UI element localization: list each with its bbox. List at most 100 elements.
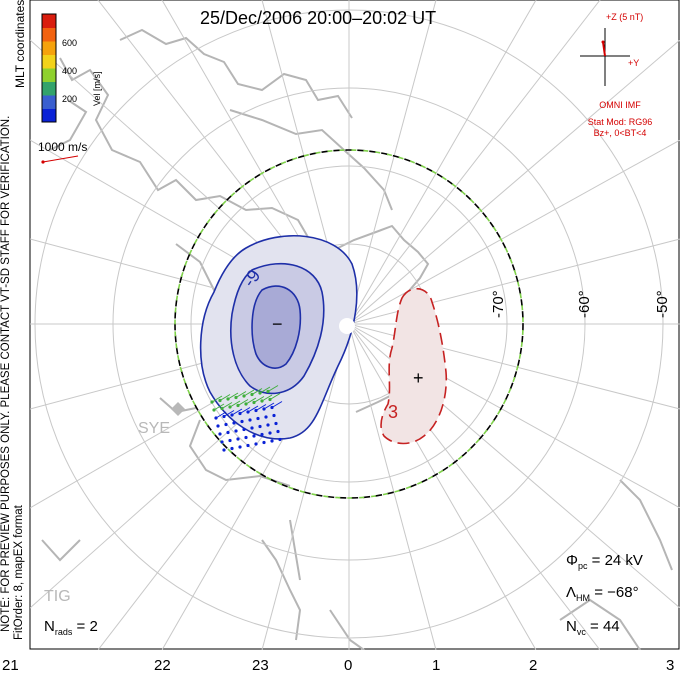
nvc-subscript: vc [576,627,586,637]
vector-count: Nvc = 44 [566,618,620,637]
positive-potential-cell [380,287,448,445]
vector-origin [218,432,222,436]
site-markers [171,402,185,416]
coords-note: MLT coordinates [13,0,27,88]
lat-label-70: -70° [490,290,507,318]
vector-origin [242,427,246,432]
vector-origin [278,437,282,442]
colorbar-swatch [42,95,56,109]
nrads-symbol: N [44,618,55,635]
vector-line [213,403,225,411]
mlt-tick-1: 1 [432,657,441,674]
stat-model-conditions: Bz+, 0<BT<4 [593,128,647,138]
potential-min-marker: − [272,314,283,334]
vector-origin [256,416,260,421]
vector-origin [274,421,278,426]
lat-label-60: -60° [576,290,593,318]
lat-label-50: -50° [654,290,671,318]
vector-line [239,407,251,414]
potential-max-marker: + [413,368,424,388]
vector-origin [246,443,250,448]
vector-origin [228,438,232,443]
imf-z-label: +Z (5 nT) [606,12,644,22]
mlt-tick-21: 21 [2,657,19,674]
reference-vector [41,155,79,164]
coastlines [41,28,673,650]
vector-origin [224,422,228,427]
stat-model: Stat Mod: RG96 [587,117,653,127]
vector-origin [244,435,248,440]
vector-origin [258,424,262,429]
vector-line [219,394,231,401]
vector-origin [262,440,266,445]
lambda-symbol: Λ [566,584,577,601]
nrads-subscript: rads [54,627,73,637]
colorbar-tick-600: 600 [62,38,78,48]
lambda-value: = −68° [594,584,639,601]
vector-origin [250,426,254,430]
velocity-vectors [210,385,283,452]
vector-line [271,401,283,408]
vector-origin [268,431,272,435]
mlt-tick-3: 3 [666,657,675,674]
colorbar-tick-200: 200 [62,94,78,104]
preview-note: NOTE: FOR PREVIEW PURPOSES ONLY. PLEASE … [0,115,12,632]
velocity-colorbar [41,13,57,123]
vector-origin [240,419,244,424]
nvc-symbol: N [566,618,577,635]
vector-line [235,391,247,398]
vector-origin [238,445,242,449]
vector-line [211,395,223,403]
vector-line [227,392,239,400]
colorbar-label: Vel [m/s] [92,71,102,106]
hm-latitude: ΛHM = −68° [566,584,639,603]
vector-line [255,404,267,411]
site-label-sye: SYE [138,420,171,437]
vector-origin [266,423,270,427]
vector-line [259,386,271,394]
colorbar-swatch [42,81,56,96]
imf-clock [580,28,630,86]
vector-line [231,408,243,416]
vector-origin [230,446,234,451]
reference-vector-label: 1000 m/s [38,140,88,154]
colorbar-swatch [42,14,56,28]
mlt-tick-23: 23 [252,657,269,674]
vector-origin [264,415,268,419]
vector-line [269,393,281,400]
lambda-subscript: HM [576,593,591,603]
fit-order-note: FitOrder: 8, mapEX format [13,505,25,640]
cross-polar-potential: Φpc = 24 kV [566,552,643,571]
vector-origin [216,424,220,428]
vector-line [243,389,255,397]
vector-line [215,411,227,419]
vector-line [253,396,265,403]
vector-origin [236,437,240,441]
vector-line [261,394,273,402]
mlt-tick-2: 2 [529,657,538,674]
vector-origin [220,440,224,444]
vector-origin [276,429,280,434]
plot-title: 25/Dec/2006 20:00–20:02 UT [200,8,437,28]
vector-origin [254,442,258,446]
nvc-value: = 44 [590,618,620,635]
phi-subscript: pc [577,561,588,571]
negative-potential-cell [199,234,358,440]
phi-symbol: Φ [566,552,578,569]
colorbar-swatch [42,108,56,123]
vector-line [221,402,233,409]
radar-count: Nrads = 2 [44,618,98,637]
colorbar-tick-400: 400 [62,66,78,76]
vector-line [251,388,263,395]
colorbar-swatch [42,41,56,55]
nrads-value: = 2 [76,618,98,635]
vector-origin [248,418,252,422]
imf-y-label: +Y [628,58,640,68]
vector-origin [272,413,276,418]
colorbar-outline [41,13,57,123]
colorbar-swatch [42,27,56,42]
colorbar-swatch [42,68,56,82]
colorbar-swatch [42,54,56,69]
